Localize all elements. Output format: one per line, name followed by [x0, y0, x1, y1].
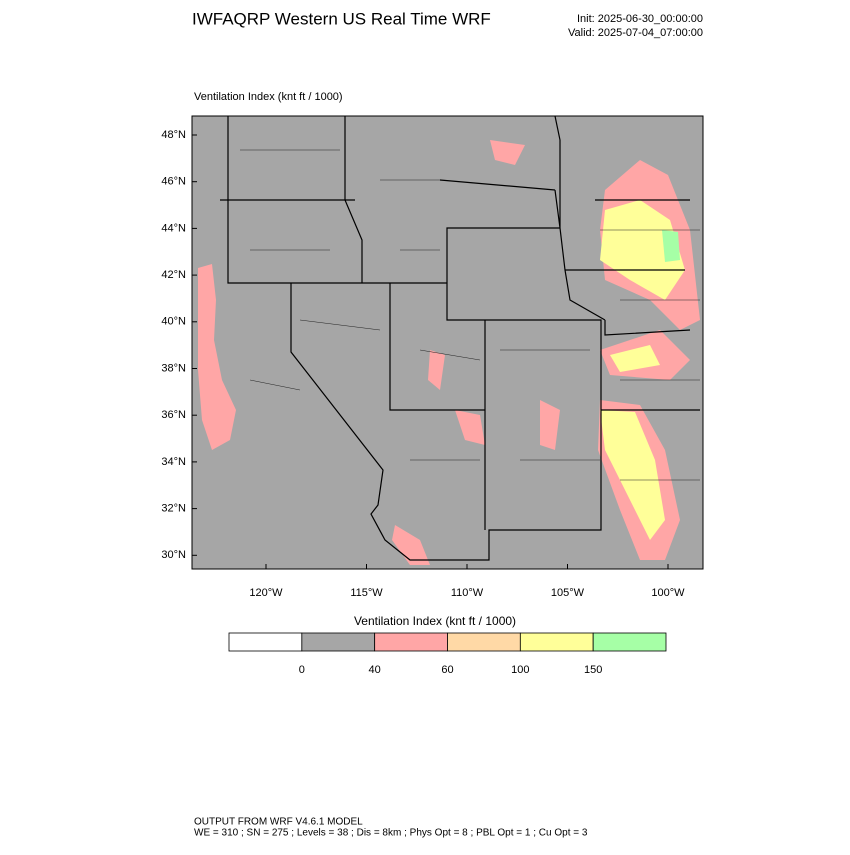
- colorbar-bin: [374, 632, 448, 652]
- lon-label: 100°W: [651, 587, 685, 599]
- colorbar: 0 40 60 100 150: [228, 632, 667, 676]
- colorbar-bin: [447, 632, 521, 652]
- lat-label: 48°N: [161, 129, 186, 141]
- map-subtitle: Ventilation Index (knt ft / 1000): [194, 91, 343, 103]
- colorbar-label: 150: [584, 664, 602, 676]
- lat-label: 36°N: [161, 409, 186, 421]
- lat-label: 46°N: [161, 176, 186, 188]
- lon-label: 110°W: [451, 587, 484, 599]
- lon-label: 115°W: [350, 587, 383, 599]
- lon-label: 120°W: [249, 587, 283, 599]
- lat-label: 40°N: [161, 316, 186, 328]
- valid-time: Valid: 2025-07-04_07:00:00: [568, 27, 703, 39]
- colorbar-bin: [592, 632, 667, 652]
- footer-line: WE = 310 ; SN = 275 ; Levels = 38 ; Dis …: [194, 828, 588, 839]
- lat-label: 42°N: [161, 269, 186, 281]
- lon-label: 105°W: [551, 587, 585, 599]
- lat-label: 32°N: [161, 503, 186, 515]
- init-time: Init: 2025-06-30_00:00:00: [577, 13, 703, 25]
- colorbar-title: Ventilation Index (knt ft / 1000): [354, 614, 516, 628]
- lat-label: 44°N: [161, 222, 186, 234]
- colorbar-label: 100: [511, 664, 529, 676]
- colorbar-label: 60: [441, 664, 453, 676]
- footer-line: OUTPUT FROM WRF V4.6.1 MODEL: [194, 817, 363, 828]
- lat-label: 38°N: [161, 362, 186, 374]
- title: IWFAQRP Western US Real Time WRF: [192, 9, 491, 28]
- latitude-labels: 48°N 46°N 44°N 42°N 40°N 38°N 36°N 34°N 32°N 30°N: [161, 129, 197, 561]
- lat-label: 34°N: [161, 456, 186, 468]
- lat-label: 30°N: [161, 549, 186, 561]
- colorbar-label: 40: [369, 664, 381, 676]
- colorbar-label: 0: [299, 664, 305, 676]
- colorbar-bin: [228, 632, 303, 652]
- colorbar-bin: [519, 632, 594, 652]
- map: [191, 115, 704, 570]
- colorbar-bin: [301, 632, 376, 652]
- longitude-labels: 120°W 115°W 110°W 105°W 100°W: [249, 564, 685, 599]
